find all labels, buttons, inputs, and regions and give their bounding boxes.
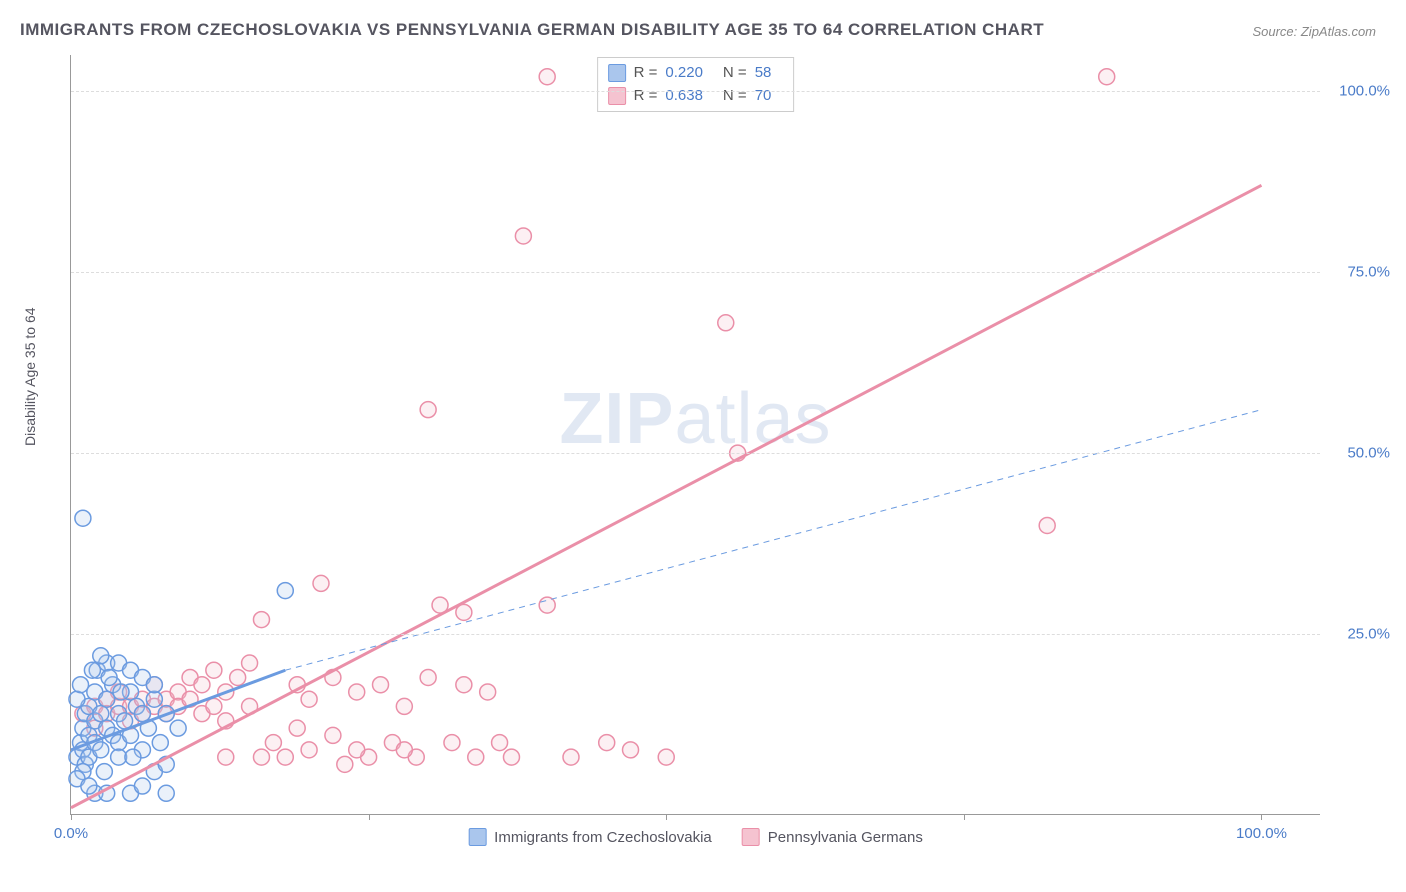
y-tick-label: 25.0%	[1330, 626, 1390, 643]
gridline	[71, 634, 1320, 635]
x-tick	[964, 814, 965, 820]
legend-item-2: Pennsylvania Germans	[742, 828, 923, 846]
y-tick-label: 75.0%	[1330, 264, 1390, 281]
gridline	[71, 91, 1320, 92]
x-tick	[1261, 814, 1262, 820]
gridline	[71, 272, 1320, 273]
x-tick-0: 0.0%	[54, 825, 88, 842]
swatch-legend2	[742, 828, 760, 846]
legend-item-1: Immigrants from Czechoslovakia	[468, 828, 712, 846]
correlation-chart: IMMIGRANTS FROM CZECHOSLOVAKIA VS PENNSY…	[20, 20, 1386, 872]
x-tick	[369, 814, 370, 820]
x-tick	[666, 814, 667, 820]
gridline	[71, 453, 1320, 454]
y-axis-label: Disability Age 35 to 64	[22, 307, 38, 446]
x-tick	[71, 814, 72, 820]
y-tick-label: 100.0%	[1330, 83, 1390, 100]
scatter-svg	[71, 55, 1320, 814]
x-tick-100: 100.0%	[1236, 825, 1287, 842]
bottom-legend: Immigrants from Czechoslovakia Pennsylva…	[468, 828, 923, 846]
y-tick-label: 50.0%	[1330, 445, 1390, 462]
swatch-legend1	[468, 828, 486, 846]
chart-title: IMMIGRANTS FROM CZECHOSLOVAKIA VS PENNSY…	[20, 20, 1044, 40]
source-attribution: Source: ZipAtlas.com	[1252, 24, 1376, 39]
plot-area: ZIPatlas R = 0.220 N = 58 R = 0.638 N = …	[70, 55, 1320, 815]
